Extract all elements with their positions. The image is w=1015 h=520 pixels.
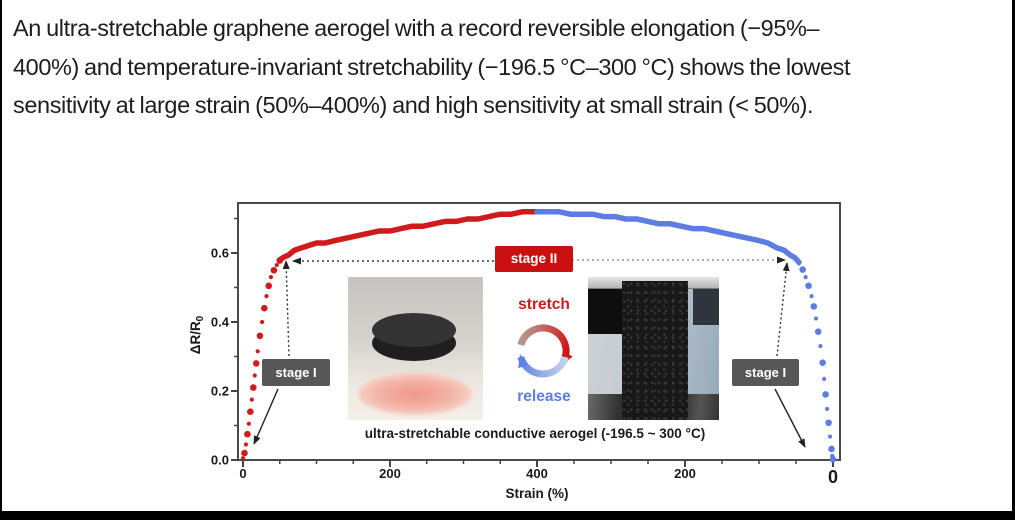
- svg-text:0: 0: [239, 466, 246, 481]
- window-border-right: [1012, 0, 1015, 520]
- clamp-shadow: [693, 287, 719, 325]
- stage-i-left-label: stage I: [262, 359, 330, 386]
- window-border-left: [0, 0, 2, 520]
- release-series: [534, 209, 837, 463]
- svg-text:200: 200: [674, 466, 696, 481]
- svg-text:400: 400: [526, 466, 548, 481]
- chart-svg: 0 200 400 200 0 0.0 0.2 0.4 0.6 Strain (%) ΔR/R0: [188, 202, 841, 501]
- stage-i-right-label: stage I: [732, 359, 799, 386]
- tensile-test-photo: [588, 277, 719, 420]
- svg-text:0.2: 0.2: [211, 384, 229, 399]
- svg-text:ΔR/R0: ΔR/R0: [188, 315, 206, 354]
- svg-text:0.0: 0.0: [211, 453, 229, 468]
- window-border-bottom: [0, 511, 1015, 520]
- aerogel-figure: 0 200 400 200 0 0.0 0.2 0.4 0.6 Strain (%) ΔR/R0 s…: [185, 195, 885, 517]
- axes: 0 200 400 200 0 0.0 0.2 0.4 0.6 Strain (%) ΔR/R0: [188, 202, 841, 501]
- aerogel-disc-photo: [348, 277, 483, 420]
- aerogel-specimen: [622, 281, 688, 420]
- pink-flower: [358, 373, 472, 415]
- data-series: [240, 209, 837, 463]
- svg-text:0.6: 0.6: [211, 246, 229, 261]
- intro-line-2: 400%) and temperature-invariant stretcha…: [13, 53, 851, 80]
- release-arrow: [517, 354, 569, 378]
- intro-paragraph: An ultra-stretchable graphene aerogel wi…: [13, 9, 1005, 125]
- aerogel-disc-top: [372, 313, 456, 347]
- clamp-block: [588, 287, 624, 334]
- stretch-release-cycle-icon: [517, 324, 573, 378]
- stretch-label: stretch: [518, 296, 570, 313]
- annotation-arrows: [253, 256, 806, 448]
- release-label: release: [517, 388, 571, 405]
- intro-line-3: sensitivity at large strain (50%–400%) a…: [13, 92, 814, 119]
- figure-caption: ultra-stretchable conductive aerogel (-1…: [364, 426, 706, 441]
- stage-ii-label: stage II: [495, 246, 573, 272]
- intro-line-1: An ultra-stretchable graphene aerogel wi…: [13, 15, 820, 41]
- svg-text:0.4: 0.4: [211, 315, 230, 330]
- svg-text:200: 200: [379, 466, 401, 481]
- svg-text:0: 0: [828, 467, 838, 487]
- svg-text:Strain (%): Strain (%): [505, 486, 568, 501]
- stretch-arrow: [517, 324, 573, 366]
- stretch-series: [240, 209, 540, 461]
